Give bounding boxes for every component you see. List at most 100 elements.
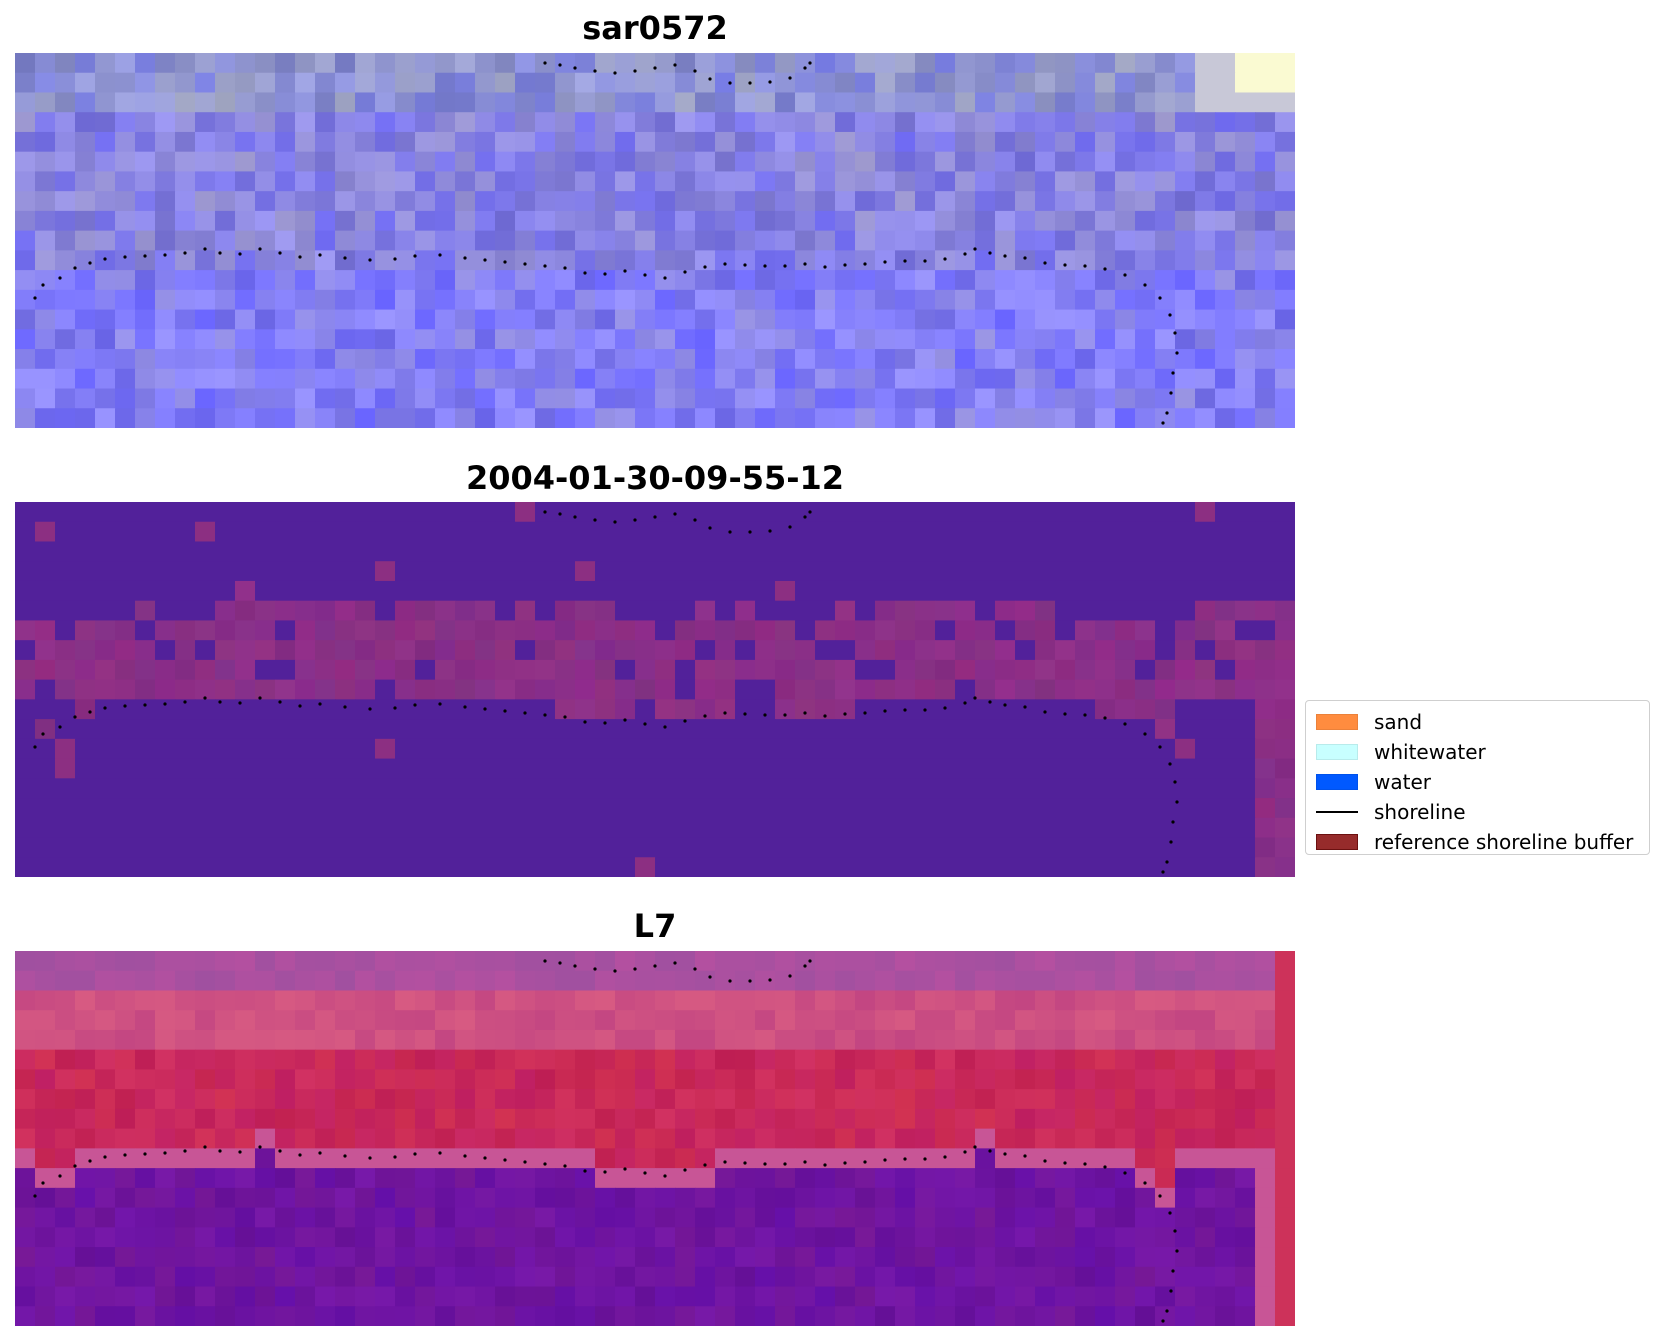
index-pixel — [895, 1168, 916, 1189]
classified-pixel — [135, 640, 156, 661]
index-pixel — [575, 1227, 596, 1248]
index-pixel — [595, 1227, 616, 1248]
classified-pixel — [1255, 817, 1276, 839]
shoreline-point — [803, 964, 807, 968]
classified-pixel — [255, 659, 276, 681]
shoreline-point — [1161, 1319, 1165, 1323]
index-pixel — [1075, 1266, 1096, 1288]
classified-pixel — [1175, 719, 1196, 740]
shoreline-point — [1043, 710, 1047, 714]
index-pixel — [35, 1266, 56, 1288]
classified-pixel — [235, 778, 256, 799]
rgb-pixel — [355, 289, 376, 311]
index-pixel — [895, 1306, 916, 1326]
rgb-pixel — [615, 270, 636, 291]
classified-pixel — [315, 600, 336, 622]
classified-pixel — [295, 640, 316, 661]
classified-pixel — [555, 561, 576, 582]
classified-pixel — [175, 679, 196, 700]
classified-pixel — [1175, 561, 1196, 582]
classified-pixel — [355, 580, 376, 602]
rgb-pixel — [935, 289, 956, 311]
index-pixel — [875, 1286, 896, 1307]
classified-pixel — [1055, 817, 1076, 839]
index-pixel — [1275, 1010, 1295, 1031]
classified-pixel — [615, 758, 636, 779]
classified-pixel — [795, 699, 816, 720]
rgb-pixel — [195, 349, 216, 370]
index-pixel — [475, 970, 496, 992]
shoreline-point — [1063, 712, 1067, 716]
rgb-pixel — [515, 72, 536, 94]
rgb-pixel — [455, 289, 476, 311]
rgb-pixel — [875, 112, 896, 133]
index-pixel — [1175, 1168, 1196, 1189]
index-pixel — [115, 970, 136, 992]
rgb-pixel — [15, 408, 36, 428]
classified-pixel — [775, 640, 796, 661]
rgb-pixel — [275, 112, 296, 133]
rgb-pixel — [995, 408, 1016, 428]
rgb-pixel — [975, 210, 996, 232]
shoreline-point — [1023, 1154, 1027, 1158]
classified-pixel — [295, 659, 316, 681]
rgb-pixel — [615, 191, 636, 212]
rgb-pixel — [915, 408, 936, 428]
index-pixel — [115, 1010, 136, 1031]
index-pixel — [775, 1029, 796, 1051]
index-pixel — [35, 1148, 56, 1169]
rgb-pixel — [175, 329, 196, 350]
index-pixel — [1075, 990, 1096, 1011]
index-pixel — [1155, 1306, 1176, 1326]
index-pixel — [515, 1148, 536, 1169]
classified-pixel — [955, 541, 976, 562]
index-pixel — [715, 990, 736, 1011]
classified-pixel — [575, 620, 596, 641]
index-pixel — [1055, 1148, 1076, 1169]
rgb-pixel — [95, 270, 116, 291]
index-pixel — [1175, 1069, 1196, 1090]
index-pixel — [295, 1227, 316, 1248]
index-pixel — [135, 1168, 156, 1189]
classified-pixel — [935, 817, 956, 839]
rgb-pixel — [875, 289, 896, 311]
classified-pixel — [175, 521, 196, 543]
index-pixel — [535, 1286, 556, 1307]
classified-pixel — [155, 857, 176, 877]
classified-pixel — [455, 521, 476, 543]
rgb-pixel — [675, 388, 696, 409]
rgb-pixel — [55, 349, 76, 370]
classified-pixel — [1115, 502, 1136, 523]
classified-pixel — [795, 679, 816, 700]
rgb-pixel — [1175, 112, 1196, 133]
index-pixel — [335, 1286, 356, 1307]
rgb-pixel — [55, 309, 76, 330]
index-pixel — [155, 990, 176, 1011]
classified-pixel — [1215, 561, 1236, 582]
classified-pixel — [515, 778, 536, 799]
index-pixel — [775, 970, 796, 992]
rgb-pixel — [195, 230, 216, 251]
classified-pixel — [435, 521, 456, 543]
index-pixel — [495, 1227, 516, 1248]
rgb-pixel — [835, 289, 856, 311]
classified-pixel — [1135, 640, 1156, 661]
rgb-pixel — [595, 289, 616, 311]
classified-pixel — [15, 798, 36, 819]
classified-pixel — [35, 679, 56, 700]
rgb-pixel — [1015, 329, 1036, 350]
index-pixel — [375, 1069, 396, 1090]
index-pixel — [555, 1148, 576, 1169]
index-pixel — [1135, 1227, 1156, 1248]
rgb-pixel — [135, 408, 156, 428]
index-pixel — [1115, 1207, 1136, 1228]
classified-pixel — [355, 541, 376, 562]
rgb-pixel — [835, 92, 856, 113]
rgb-pixel — [215, 250, 236, 271]
rgb-pixel — [475, 388, 496, 409]
rgb-pixel — [1035, 171, 1056, 192]
rgb-pixel — [635, 388, 656, 409]
classified-pixel — [175, 600, 196, 622]
classified-pixel — [1235, 699, 1256, 720]
classified-pixel — [755, 857, 776, 877]
